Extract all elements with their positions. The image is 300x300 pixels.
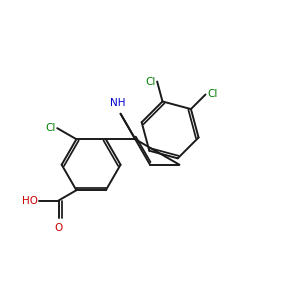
Text: Cl: Cl xyxy=(45,123,56,133)
Text: Cl: Cl xyxy=(145,76,156,86)
Text: O: O xyxy=(54,224,63,233)
Text: NH: NH xyxy=(110,98,126,108)
Text: HO: HO xyxy=(22,196,38,206)
Text: Cl: Cl xyxy=(207,89,217,100)
